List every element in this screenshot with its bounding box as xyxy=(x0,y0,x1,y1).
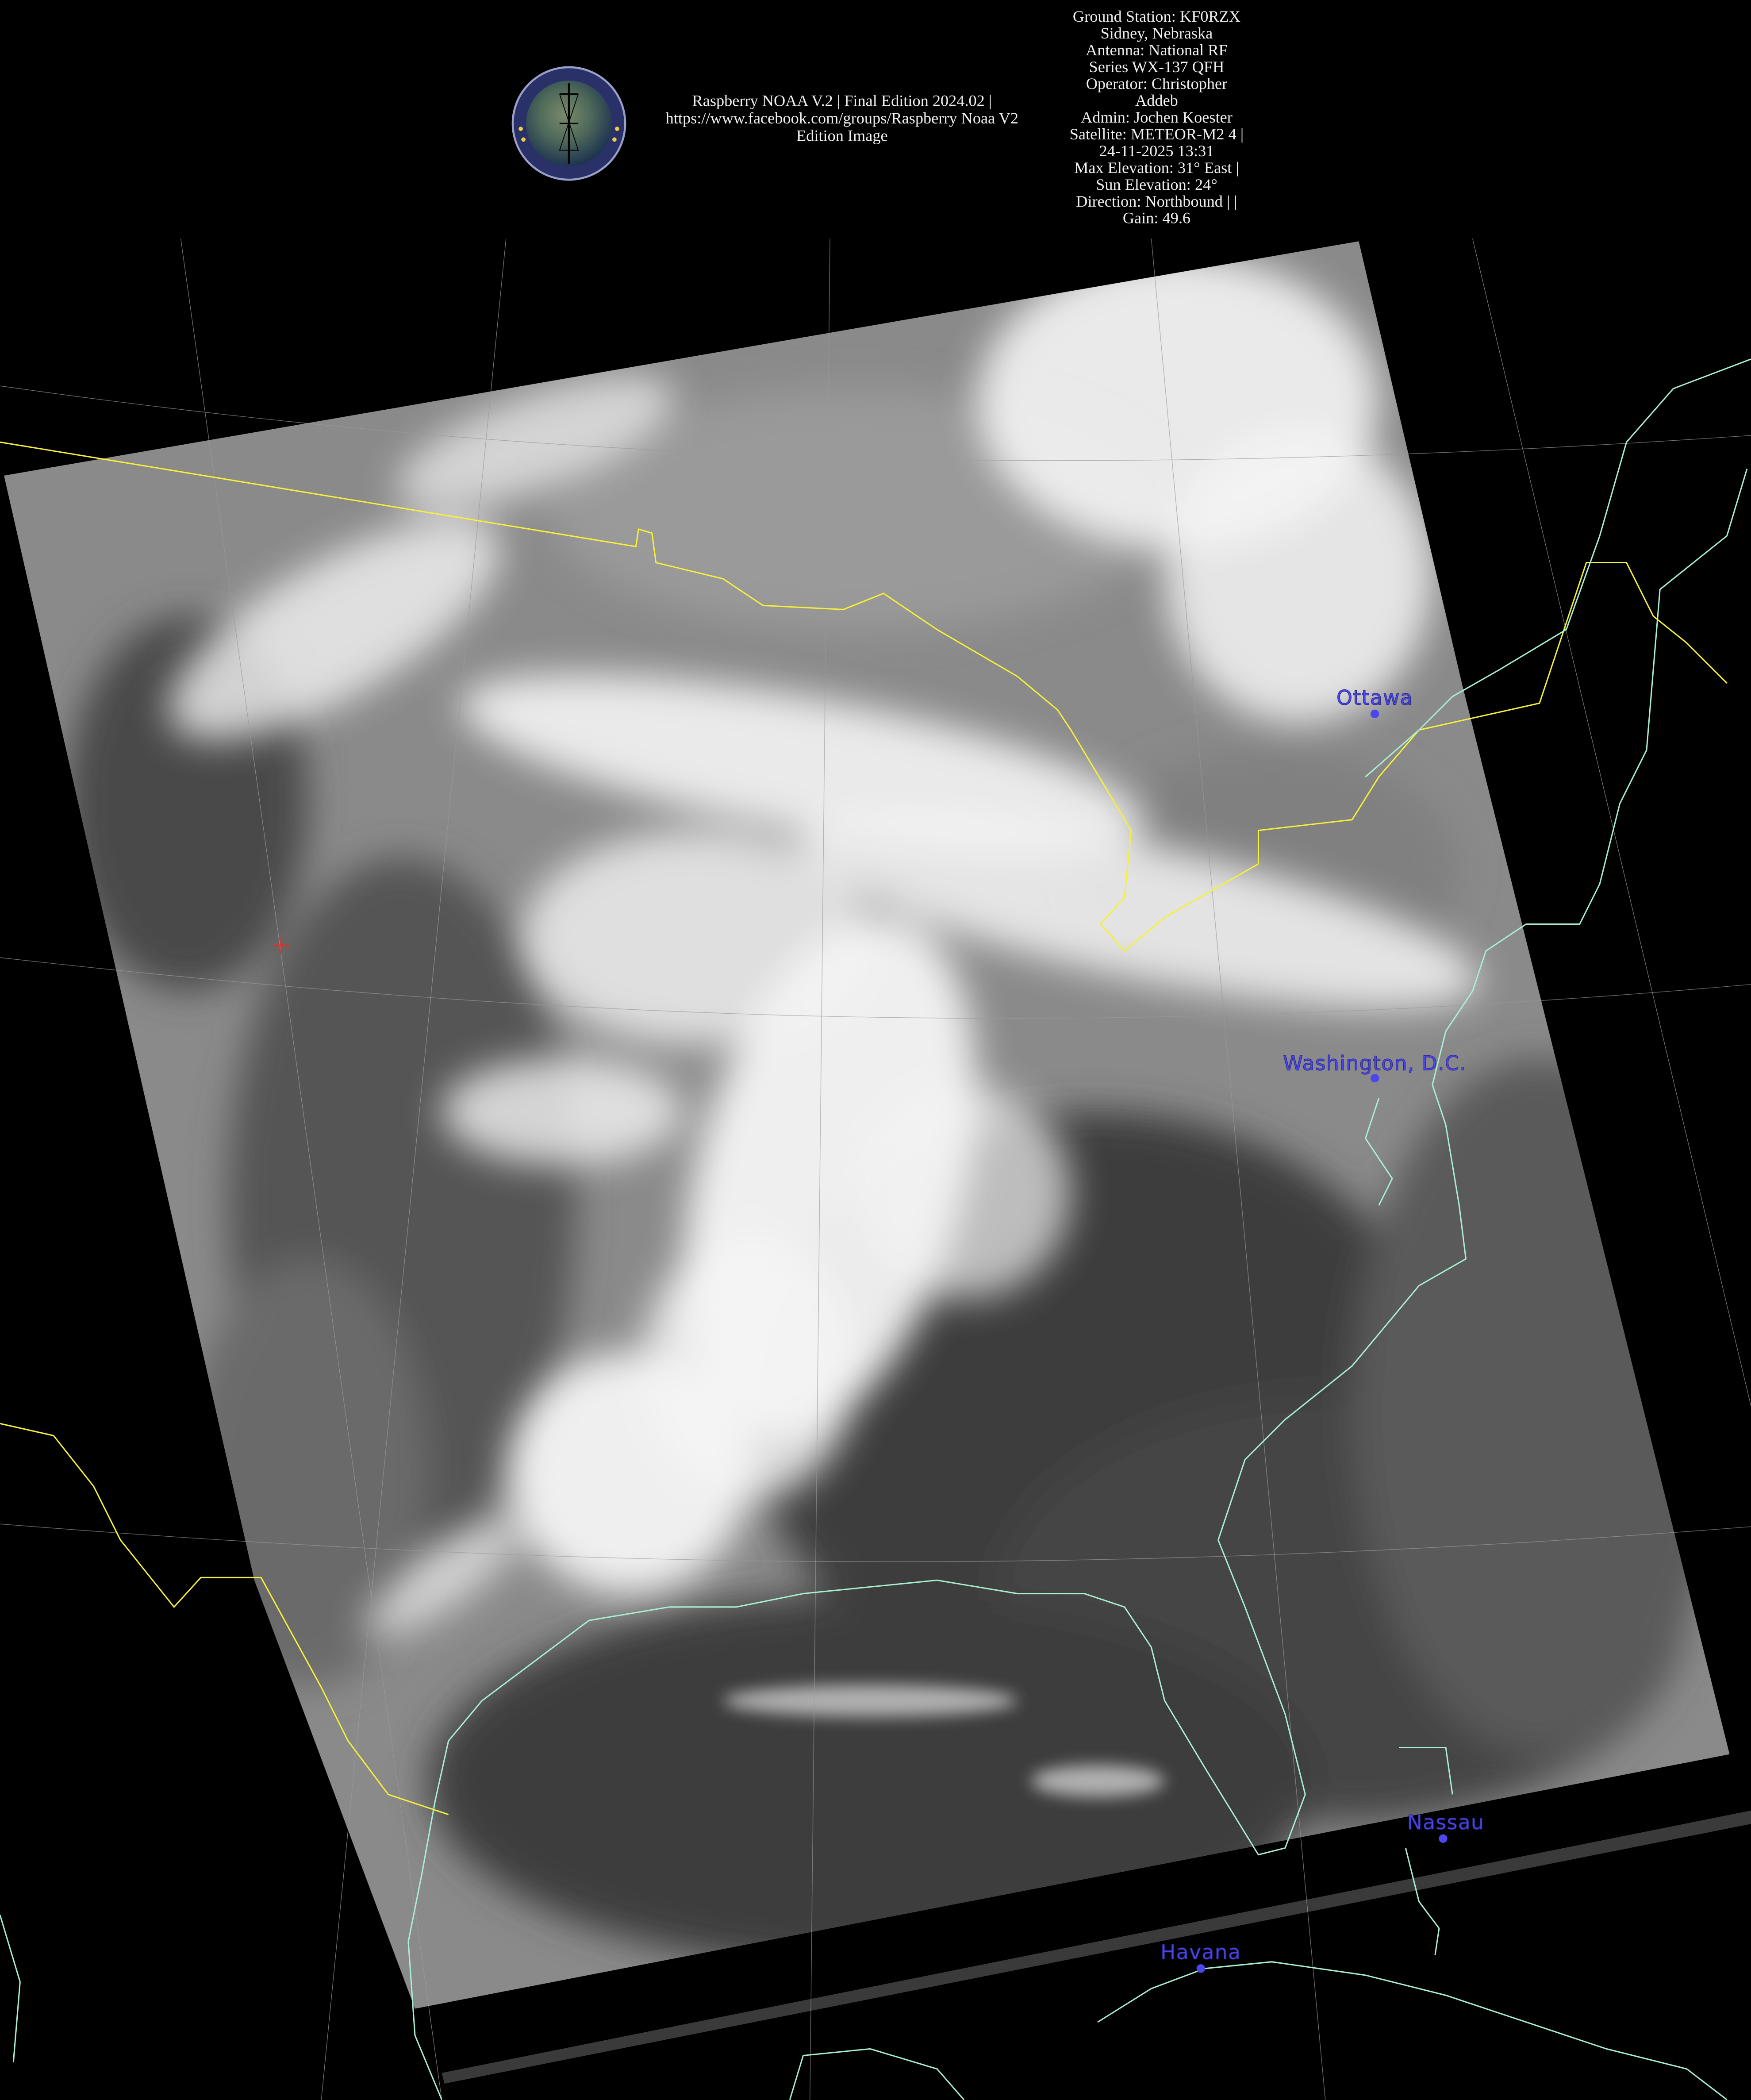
station-info-line: Gain: 49.6 xyxy=(1123,209,1190,227)
crosshair-icon xyxy=(273,937,289,954)
station-info-line: Ground Station: KF0RZX xyxy=(1073,8,1240,25)
city-label: Ottawa xyxy=(1336,686,1413,709)
coastlines xyxy=(0,358,1751,2100)
city-label: Nassau xyxy=(1407,1811,1485,1834)
graticule xyxy=(0,238,1751,2100)
station-info-line: Antenna: National RF xyxy=(1086,41,1228,59)
station-info-line: Addeb xyxy=(1135,92,1178,109)
city-dot xyxy=(1439,1834,1448,1843)
city-dot xyxy=(1371,709,1379,719)
header-edition-text: Raspberry NOAA V.2 | Final Edition 2024.… xyxy=(666,92,1018,145)
city-label: Washington, D.C. xyxy=(1283,1051,1467,1075)
station-logo xyxy=(511,66,626,181)
city-dot xyxy=(1371,1073,1379,1083)
station-info-line: Operator: Christopher xyxy=(1086,75,1228,92)
city-label: Havana xyxy=(1160,1941,1241,1964)
political-borders xyxy=(0,441,1728,1815)
station-info-line: 24-11-2025 13:31 xyxy=(1099,142,1214,160)
city-dot xyxy=(1196,1964,1205,1973)
station-info-line: Satellite: METEOR-M2 4 | xyxy=(1070,125,1244,143)
city-ottawa: Ottawa xyxy=(1336,686,1413,719)
swath-strip xyxy=(442,1810,1751,2084)
station-info-line: Direction: Northbound | | xyxy=(1076,192,1237,210)
edition-line: Edition Image xyxy=(796,127,888,144)
station-info-line: Series WX-137 QFH xyxy=(1089,58,1225,76)
station-info-line: Sidney, Nebraska xyxy=(1101,24,1213,42)
city-havana: Havana xyxy=(1160,1940,1241,1973)
station-info-line: Sun Elevation: 24° xyxy=(1096,176,1217,193)
edition-line: Raspberry NOAA V.2 | Final Edition 2024.… xyxy=(692,92,992,110)
station-info-line: Max Elevation: 31° East | xyxy=(1074,159,1239,177)
station-info-line: Admin: Jochen Koester xyxy=(1081,108,1233,126)
city-washington-dc: Washington, D.C. xyxy=(1283,1051,1467,1083)
city-nassau: Nassau xyxy=(1407,1811,1485,1843)
edition-line: https://www.facebook.com/groups/Raspberr… xyxy=(666,109,1018,127)
